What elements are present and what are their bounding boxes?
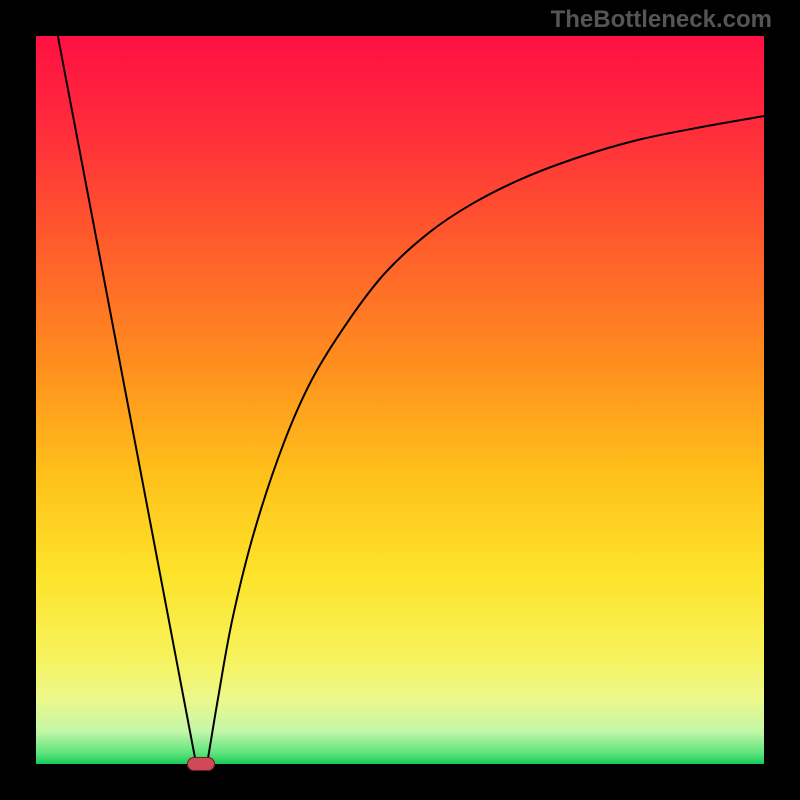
watermark-text: TheBottleneck.com	[551, 6, 772, 34]
minimum-marker	[187, 757, 215, 771]
curve-right-branch	[207, 116, 764, 764]
chart-container: TheBottleneck.com	[0, 0, 800, 800]
curve-left-branch	[58, 36, 196, 764]
plot-area	[36, 36, 764, 764]
curve-layer	[36, 36, 764, 764]
